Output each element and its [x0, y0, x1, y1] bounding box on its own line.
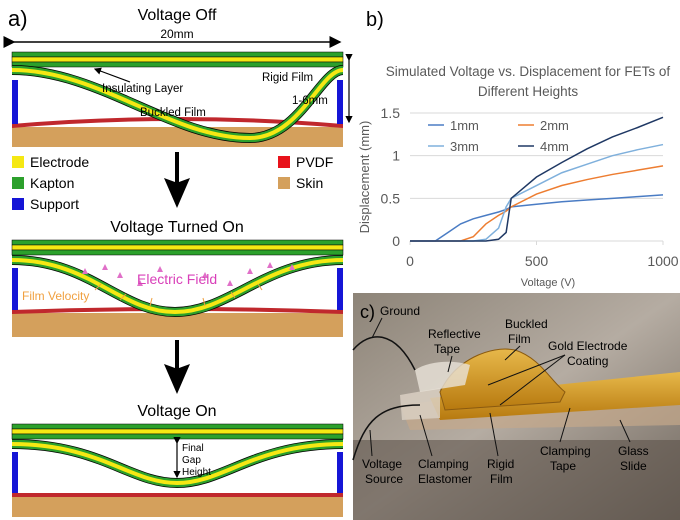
chart-title: Simulated Voltage vs. Displacement for F… — [378, 62, 678, 102]
x-axis-label: Voltage (V) — [521, 277, 575, 289]
kapton — [12, 424, 343, 429]
panel-label: b) — [366, 9, 384, 31]
support — [337, 80, 343, 124]
legend-label: 1mm — [450, 118, 479, 133]
support — [12, 268, 18, 310]
stage-title: Voltage On — [137, 403, 216, 420]
stage-title: Voltage Turned On — [110, 219, 243, 236]
legend-label: Support — [30, 196, 79, 212]
support — [337, 452, 343, 493]
legend-swatch — [278, 177, 290, 189]
panel-label: c) — [360, 302, 375, 322]
skin — [12, 127, 343, 147]
legend-label: 3mm — [450, 139, 479, 154]
height-label: 1-6mm — [292, 95, 328, 107]
layer-label: Rigid Film — [262, 72, 313, 84]
width-label: 20mm — [160, 27, 193, 41]
x-tick-label: 1000 — [647, 253, 678, 269]
down-arrow — [164, 340, 190, 394]
series-line — [410, 195, 663, 241]
layer-label: Insulating Layer — [102, 83, 183, 95]
panel-label: a) — [8, 6, 28, 31]
legend-swatch — [278, 156, 290, 168]
y-axis-label: Displacement (mm) — [357, 121, 372, 234]
x-tick-label: 500 — [525, 253, 549, 269]
skin — [12, 497, 343, 517]
kapton — [12, 434, 343, 439]
figure: a) Voltage Off 20mm Insulating Layer Rig… — [0, 0, 680, 520]
velocity-label: Film Velocity — [22, 289, 89, 303]
layer-label: Buckled Film — [140, 107, 206, 119]
x-tick-label: 0 — [406, 253, 414, 269]
y-tick-label: 0 — [392, 233, 400, 249]
legend-label: Electrode — [30, 154, 89, 170]
y-tick-label: 0.5 — [381, 190, 401, 206]
electrode — [12, 429, 343, 434]
legend-swatch — [12, 198, 24, 210]
support — [337, 268, 343, 310]
support — [12, 80, 18, 124]
legend-label: 4mm — [540, 139, 569, 154]
y-tick-label: 1 — [392, 148, 400, 164]
support — [12, 452, 18, 493]
legend-swatch — [12, 177, 24, 189]
photo-label: Ground — [380, 304, 420, 318]
y-tick-label: 1.5 — [381, 105, 401, 121]
panel-a: a) Voltage Off 20mm Insulating Layer Rig… — [8, 6, 349, 517]
kapton — [12, 240, 343, 245]
field-label: Electric Field — [137, 271, 217, 287]
legend-label: 2mm — [540, 118, 569, 133]
panel-b: b) Voltage (V) Displacement (mm) 0 0.5 1 1.… — [357, 9, 679, 289]
legend-label: PVDF — [296, 154, 333, 170]
series-line — [410, 117, 663, 241]
legend-label: Kapton — [30, 175, 74, 191]
legend-swatch — [12, 156, 24, 168]
down-arrow — [164, 152, 190, 208]
electrode — [12, 245, 343, 250]
pointer — [95, 69, 130, 82]
legend-label: Skin — [296, 175, 323, 191]
kapton — [12, 250, 343, 255]
series-line — [410, 145, 663, 241]
kapton — [12, 62, 343, 67]
pvdf — [12, 493, 343, 497]
kapton — [12, 52, 343, 57]
stage-title: Voltage Off — [138, 7, 217, 24]
electrode — [12, 57, 343, 62]
